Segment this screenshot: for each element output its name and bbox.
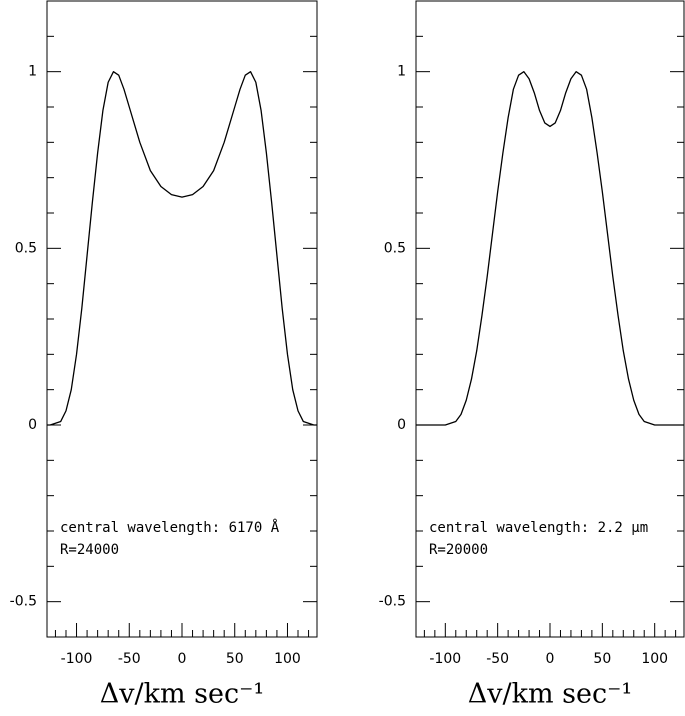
y-tick-label: 0.5 xyxy=(15,240,37,256)
x-tick-label: 100 xyxy=(274,651,301,667)
y-tick-label: -0.5 xyxy=(379,594,406,610)
x-tick-label: 0 xyxy=(546,651,555,667)
line-series xyxy=(416,71,684,426)
annotation: R=24000 xyxy=(60,542,119,558)
y-tick-label: -0.5 xyxy=(10,594,37,610)
x-tick-label: -100 xyxy=(429,651,461,667)
y-tick-label: 0 xyxy=(28,417,37,433)
panel: -0.5 0 0.5 1 -100 -50 0 50 100 Δv/km sec⁻¹ central… xyxy=(10,0,318,710)
y-tick-label: 1 xyxy=(397,64,406,80)
x-tick-label: -100 xyxy=(61,651,93,667)
line-series xyxy=(47,71,317,426)
annotation: central wavelength: 2.2 μm xyxy=(429,520,648,536)
y-tick-label: 0.5 xyxy=(384,240,406,256)
x-tick-label: 50 xyxy=(593,651,611,667)
x-tick-label: 100 xyxy=(641,651,668,667)
x-tick-label: 0 xyxy=(178,651,187,667)
y-tick-label: 1 xyxy=(28,64,37,80)
annotation: R=20000 xyxy=(429,542,488,558)
x-tick-label: -50 xyxy=(486,651,509,667)
x-tick-label: 50 xyxy=(226,651,244,667)
annotation: central wavelength: 6170 Å xyxy=(60,519,280,536)
panel: -0.5 0 0.5 1 -100 -50 0 50 100 Δv/km sec⁻¹ central… xyxy=(379,0,685,710)
x-axis-label: Δv/km sec⁻¹ xyxy=(468,679,632,710)
y-tick-label: 0 xyxy=(397,417,406,433)
x-tick-label: -50 xyxy=(118,651,141,667)
x-axis-label: Δv/km sec⁻¹ xyxy=(100,679,264,710)
